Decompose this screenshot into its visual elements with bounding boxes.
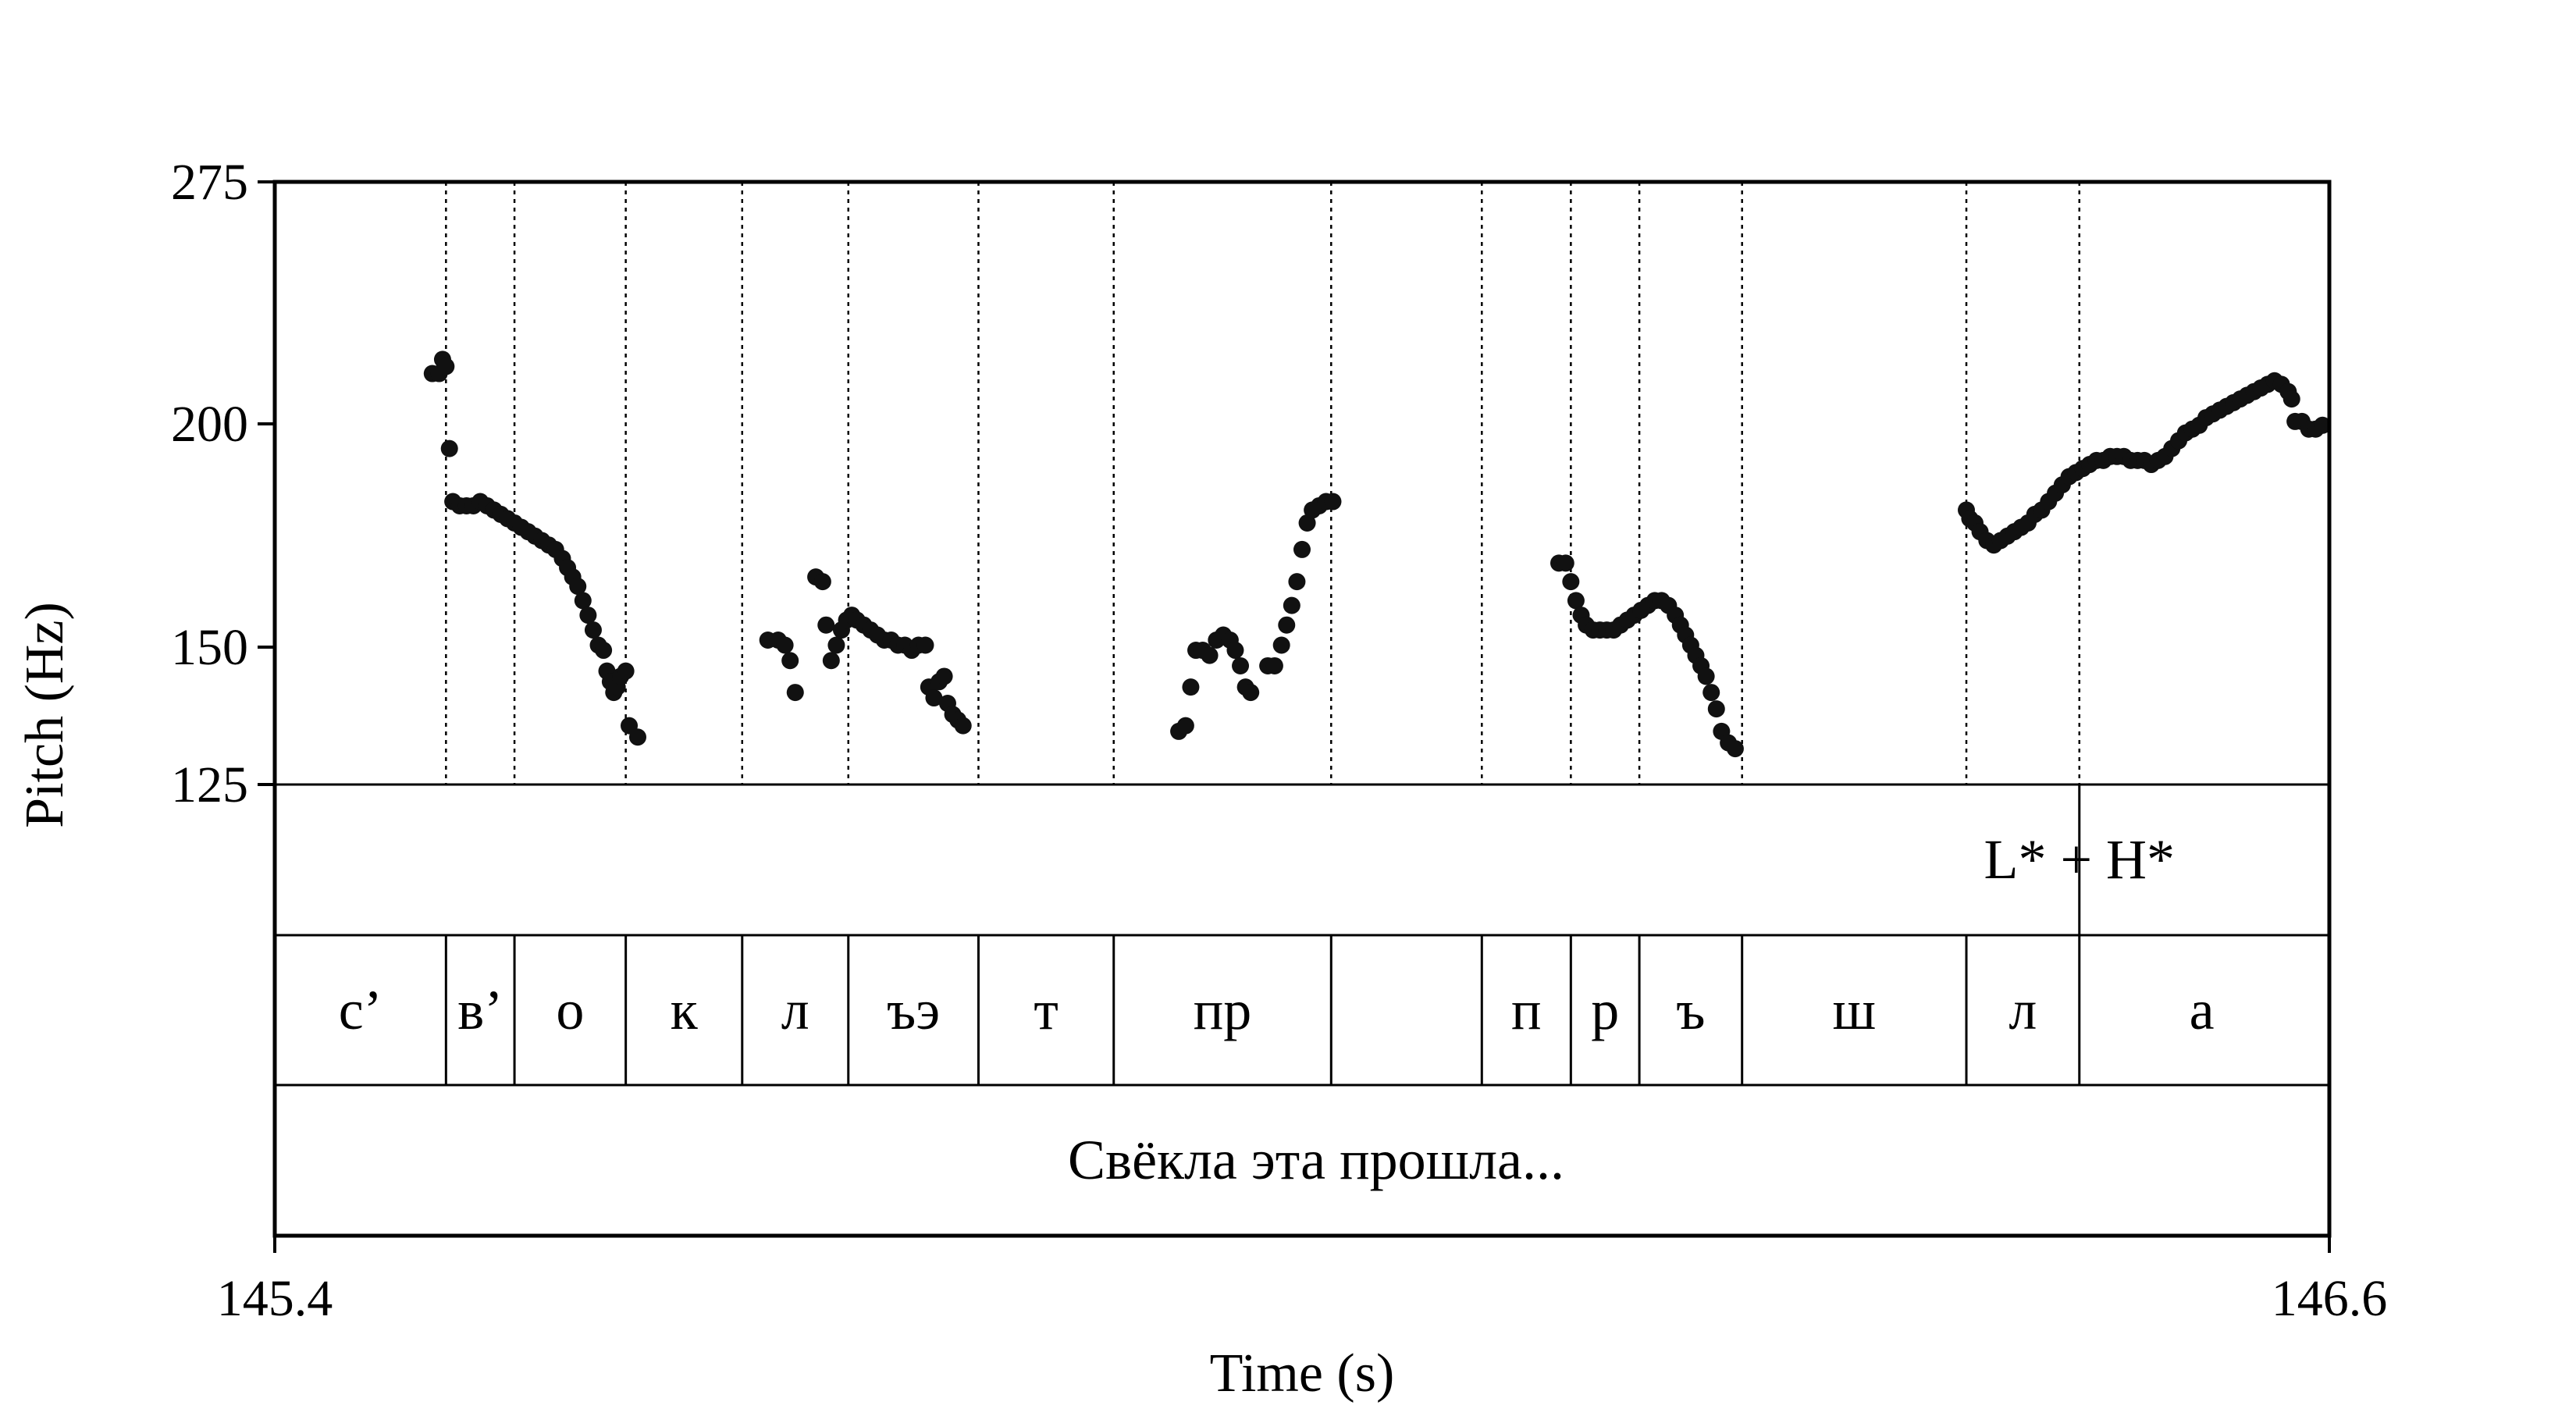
- pitch-point: [579, 607, 597, 624]
- phone-label: л: [2008, 979, 2037, 1041]
- pitch-point: [1707, 700, 1725, 718]
- pitch-point: [1298, 514, 1316, 532]
- pitch-point: [1288, 573, 1306, 591]
- phone-label: р: [1591, 979, 1619, 1041]
- pitch-point: [776, 636, 794, 654]
- pitch-point: [786, 684, 804, 702]
- pitch-point: [628, 728, 646, 746]
- segment-boundaries: [445, 182, 2081, 785]
- pitch-point: [1567, 592, 1585, 610]
- pitch-point: [1242, 684, 1260, 702]
- phone-label: п: [1511, 979, 1542, 1041]
- pitch-point: [1272, 636, 1290, 654]
- x-axis-title: Time (s): [1210, 1343, 1395, 1404]
- phone-label: т: [1034, 979, 1058, 1041]
- pitch-point: [2314, 416, 2332, 434]
- pitch-point: [2282, 390, 2300, 408]
- pitch-point: [1226, 642, 1244, 660]
- pitch-point: [1182, 678, 1200, 696]
- pitch-points: [423, 350, 2332, 758]
- pitch-point: [1201, 646, 1219, 664]
- pitch-point: [954, 717, 972, 735]
- phone-label: в’: [457, 979, 503, 1041]
- x-tick-label: 145.4: [217, 1270, 333, 1327]
- pitch-point: [935, 667, 953, 685]
- pitch-point: [440, 439, 458, 457]
- plot-frame: [272, 180, 2332, 1238]
- pitch-point: [1232, 656, 1250, 674]
- pitch-point: [1324, 493, 1342, 511]
- x-tick-label: 146.6: [2272, 1270, 2388, 1327]
- pitch-point: [925, 689, 943, 707]
- phone-label: а: [2190, 979, 2215, 1041]
- pitch-point: [827, 636, 845, 654]
- pitch-point: [817, 616, 835, 634]
- pitch-point: [1265, 656, 1283, 674]
- pitch-point: [781, 652, 799, 670]
- y-tick-label: 150: [171, 619, 248, 676]
- pitch-point: [1703, 684, 1720, 702]
- y-axis-title: Pitch (Hz): [15, 602, 75, 828]
- pitch-point: [916, 636, 934, 654]
- pitch-point: [1278, 616, 1296, 634]
- pitch-point: [813, 573, 831, 591]
- phone-label: ш: [1833, 979, 1876, 1041]
- phone-label: пр: [1194, 979, 1252, 1041]
- y-tick-label: 200: [171, 396, 248, 453]
- phone-label: ъ: [1676, 979, 1705, 1041]
- pitch-point: [822, 652, 840, 670]
- pitch-point: [1293, 540, 1311, 558]
- pitch-point: [1557, 554, 1574, 572]
- phone-tier: с’ в’ о к л ъэ т пр п р ъ ш л а: [339, 935, 2215, 1085]
- pitch-point: [437, 358, 455, 375]
- pitch-point: [1176, 717, 1194, 735]
- phone-label: к: [671, 979, 699, 1041]
- pitch-point: [1562, 573, 1580, 591]
- pitch-point: [584, 621, 602, 639]
- tone-tier: L* + H*: [1984, 785, 2175, 935]
- phone-label: с’: [339, 979, 382, 1041]
- tone-label: L* + H*: [1984, 828, 2175, 891]
- pitch-point: [1283, 596, 1300, 614]
- pitch-point: [1697, 667, 1715, 685]
- y-tick-label: 275: [171, 154, 248, 211]
- pitch-point: [569, 578, 587, 596]
- phone-label: о: [556, 979, 584, 1041]
- pitch-point: [1726, 740, 1744, 758]
- x-axis-ticks: 145.4 146.6: [217, 1236, 2388, 1327]
- y-axis-ticks: 275 200 150 125: [171, 154, 275, 813]
- phone-label: л: [781, 979, 809, 1041]
- y-tick-label: 125: [171, 756, 248, 813]
- pitch-point: [574, 592, 592, 610]
- word-tier-label: Свёкла эта прошла...: [1068, 1129, 1564, 1191]
- pitch-point: [617, 662, 635, 680]
- phone-label: ъэ: [887, 979, 940, 1041]
- pitch-point: [595, 642, 613, 660]
